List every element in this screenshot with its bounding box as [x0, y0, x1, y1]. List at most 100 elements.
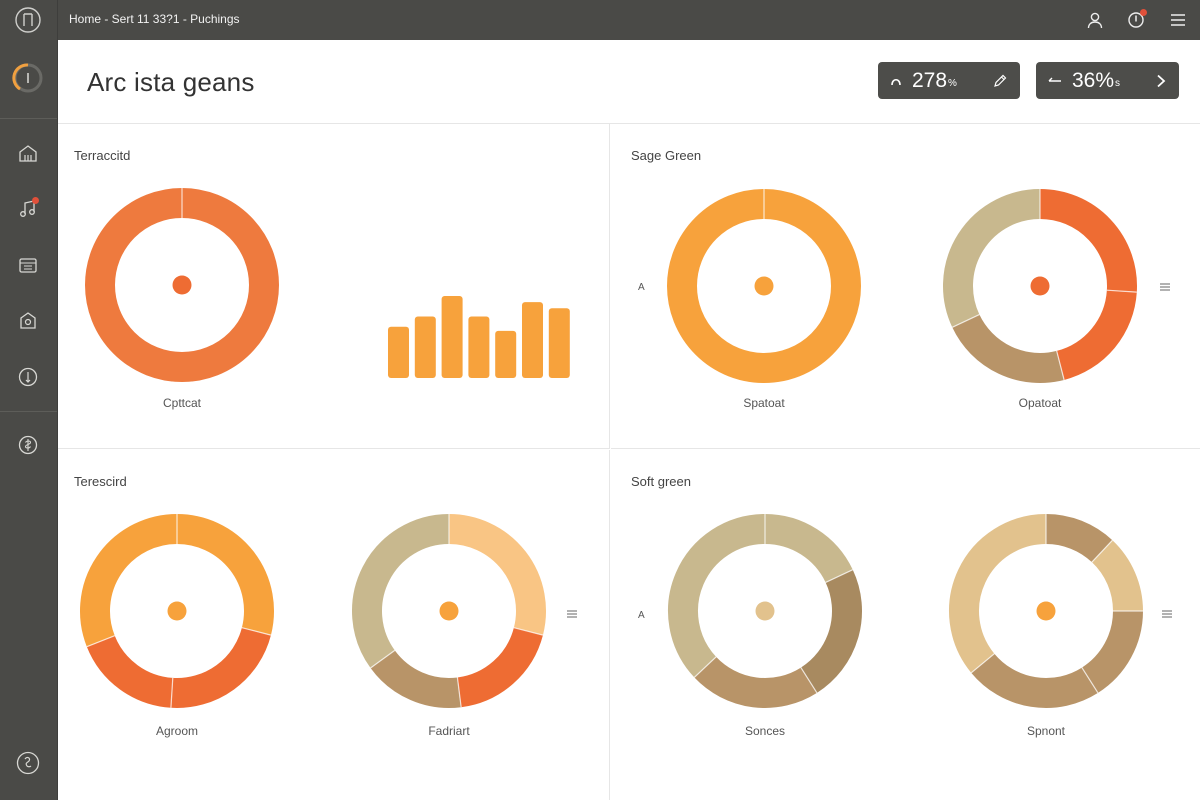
- donut-segment[interactable]: [1045, 514, 1113, 563]
- chart-label: Cpttcat: [162, 396, 201, 410]
- bar[interactable]: [388, 326, 409, 378]
- stat-value: 278: [912, 68, 948, 92]
- chevron-right-icon[interactable]: [1155, 74, 1167, 88]
- donut-segment[interactable]: [1081, 610, 1143, 693]
- panel-title: Sage Green: [631, 148, 702, 163]
- segment-divider: [86, 635, 115, 648]
- panel-title: Terescird: [74, 474, 127, 489]
- donut-segment[interactable]: [668, 514, 766, 678]
- stat-card-2[interactable]: 36% s: [1036, 62, 1179, 99]
- donut-segment[interactable]: [694, 656, 817, 708]
- arrow-left-icon: [1048, 76, 1062, 86]
- page-title: Arc ista geans: [87, 67, 255, 97]
- user-icon[interactable]: [1083, 8, 1107, 32]
- segment-divider: [513, 627, 544, 636]
- donut-chart: [667, 189, 861, 383]
- top-bar: Home - Sert 11 33?1 - Puchings: [58, 0, 1200, 40]
- segment-divider: [693, 656, 717, 678]
- stat-unit: s: [1115, 78, 1121, 89]
- segment-divider: [1056, 350, 1065, 381]
- list-menu-icon[interactable]: [1159, 281, 1173, 295]
- donut-segment[interactable]: [764, 514, 853, 583]
- center-dot: [439, 601, 459, 621]
- center-dot: [167, 601, 187, 621]
- segment-divider: [370, 649, 396, 669]
- chart-label: Opatoat: [1018, 396, 1062, 410]
- bar[interactable]: [522, 302, 543, 378]
- chart-label: Spatoat: [743, 396, 785, 410]
- segment-divider: [1106, 289, 1137, 293]
- list-menu-icon[interactable]: [1161, 608, 1175, 622]
- stat-value: 36%: [1072, 68, 1115, 92]
- donut-segment[interactable]: [456, 627, 543, 708]
- donut-segment[interactable]: [1039, 189, 1137, 293]
- bar[interactable]: [441, 296, 463, 378]
- axis-letter: A: [638, 282, 645, 293]
- hamburger-menu-icon[interactable]: [1166, 8, 1190, 32]
- bar[interactable]: [495, 330, 517, 378]
- donut-chart: [668, 514, 862, 708]
- stat-card-1[interactable]: 278 %: [878, 62, 1020, 99]
- bar-chart: [388, 296, 570, 379]
- donut-segment[interactable]: [80, 514, 178, 647]
- donut-segment[interactable]: [1091, 540, 1143, 612]
- donut-segment[interactable]: [971, 653, 1098, 708]
- donut-segment[interactable]: [448, 514, 546, 636]
- sidebar-music-icon[interactable]: [8, 189, 48, 229]
- donut-segment[interactable]: [800, 569, 862, 693]
- panel-title: Soft green: [631, 474, 691, 489]
- sidebar: [0, 0, 58, 800]
- pencil-icon[interactable]: [992, 73, 1008, 89]
- sidebar-gallery-icon[interactable]: [8, 301, 48, 341]
- panel-terescird: Terescird Agroom Fadriart: [58, 450, 610, 800]
- sidebar-calendar-icon[interactable]: [8, 245, 48, 285]
- sidebar-home-icon[interactable]: [8, 133, 48, 173]
- center-dot: [755, 601, 775, 621]
- notification-badge: [32, 197, 39, 204]
- donut-chart: [943, 189, 1137, 383]
- donut-segment[interactable]: [352, 514, 450, 669]
- panel-sage-green: Sage Green A Spatoat Opatoat: [611, 124, 1200, 449]
- sidebar-settings-icon[interactable]: [8, 743, 48, 783]
- segment-divider: [970, 653, 995, 674]
- donut-chart: [949, 514, 1143, 708]
- panel-soft-green: Soft green A Sonces Spnont: [611, 450, 1200, 800]
- chart-label: Spnont: [1026, 724, 1066, 738]
- stat-unit: %: [948, 78, 957, 89]
- segment-divider: [170, 677, 174, 708]
- center-dot: [1036, 601, 1056, 621]
- donut-segment[interactable]: [943, 189, 1041, 328]
- donut-segment[interactable]: [1056, 289, 1137, 380]
- segment-divider: [1081, 667, 1099, 694]
- donut-segment[interactable]: [86, 635, 174, 708]
- donut-segment[interactable]: [176, 514, 274, 636]
- arc-up-icon: [890, 75, 902, 87]
- breadcrumb[interactable]: Home - Sert 11 33?1 - Puchings: [69, 12, 240, 26]
- chart-label: Sonces: [744, 724, 786, 738]
- list-menu-icon[interactable]: [566, 608, 580, 622]
- status-ring-icon[interactable]: [8, 58, 48, 98]
- sidebar-info-icon[interactable]: [8, 357, 48, 397]
- donut-segment[interactable]: [949, 514, 1047, 673]
- donut-segment[interactable]: [170, 627, 271, 708]
- chart-label: Fadriart: [428, 724, 470, 738]
- sidebar-money-icon[interactable]: [8, 425, 48, 465]
- donut-chart: [80, 514, 274, 708]
- bar[interactable]: [468, 316, 490, 379]
- segment-divider: [1091, 539, 1113, 563]
- donut-segment[interactable]: [952, 314, 1065, 383]
- donut-segment[interactable]: [370, 649, 462, 708]
- bar[interactable]: [548, 308, 570, 378]
- bar[interactable]: [414, 316, 436, 379]
- segment-divider: [800, 667, 818, 694]
- center-dot: [1030, 276, 1050, 296]
- segment-divider: [456, 677, 462, 708]
- panel-terraccitd: Terraccitd Cpttcat: [58, 124, 610, 449]
- notification-icon[interactable]: [1124, 8, 1148, 32]
- segment-divider: [951, 313, 980, 328]
- center-dot: [172, 275, 192, 295]
- page-header: Arc ista geans 278 % 36% s: [58, 40, 1200, 124]
- chart-label: Agroom: [155, 724, 199, 738]
- notification-badge: [1140, 9, 1147, 16]
- app-logo-icon[interactable]: [8, 0, 48, 40]
